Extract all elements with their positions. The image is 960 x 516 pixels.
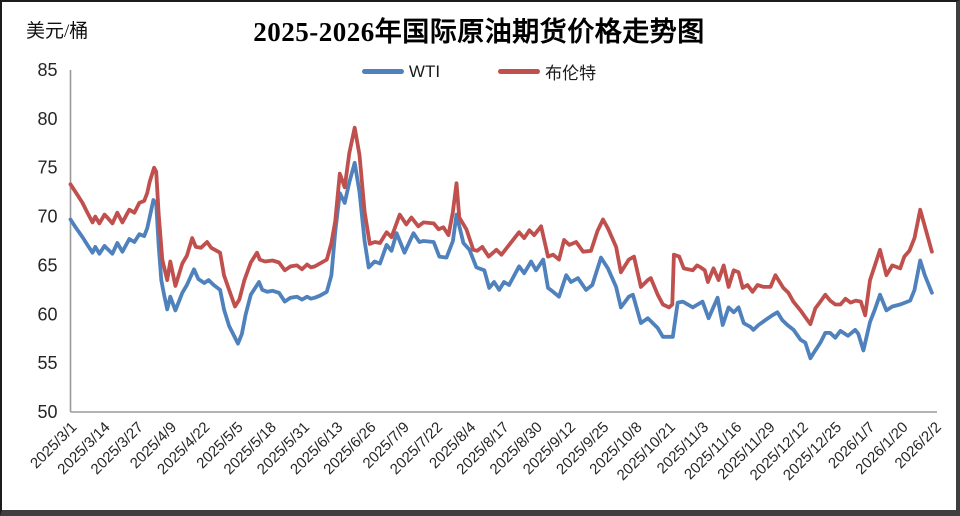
data-series-lines	[68, 125, 934, 361]
legend-item-wti: WTI	[361, 61, 441, 82]
brent-line-swatch-icon	[498, 69, 541, 74]
legend-label-wti: WTI	[408, 61, 441, 81]
x-axis-tick-labels: 2025/3/12025/3/142025/3/272025/4/92025/4…	[27, 419, 945, 484]
y-tick-label: 65	[37, 255, 57, 275]
chart-title: 2025-2026年国际原油期货价格走势图	[253, 17, 705, 47]
legend-label-brent: 布伦特	[545, 64, 597, 83]
y-axis-unit-label: 美元/桶	[26, 21, 89, 42]
wti-line-swatch-icon	[361, 69, 404, 74]
brent-line	[68, 125, 934, 326]
y-tick-label: 55	[37, 353, 57, 373]
y-tick-label: 60	[37, 304, 57, 324]
legend-item-brent: 布伦特	[498, 59, 596, 84]
y-tick-label: 85	[37, 60, 57, 80]
price-trend-line-chart: 85 80 75 70 65 60 55 50 2025/3/12025/3/142025/3…	[27, 60, 945, 484]
wti-line	[68, 160, 934, 361]
y-axis-tick-labels: 85 80 75 70 65 60 55 50	[37, 60, 57, 422]
y-tick-label: 70	[37, 207, 57, 227]
legend: WTI 布伦特	[2, 59, 956, 84]
y-tick-label: 80	[37, 109, 57, 129]
y-tick-label: 75	[37, 158, 57, 178]
axes	[69, 70, 937, 413]
y-tick-label: 50	[37, 402, 57, 422]
